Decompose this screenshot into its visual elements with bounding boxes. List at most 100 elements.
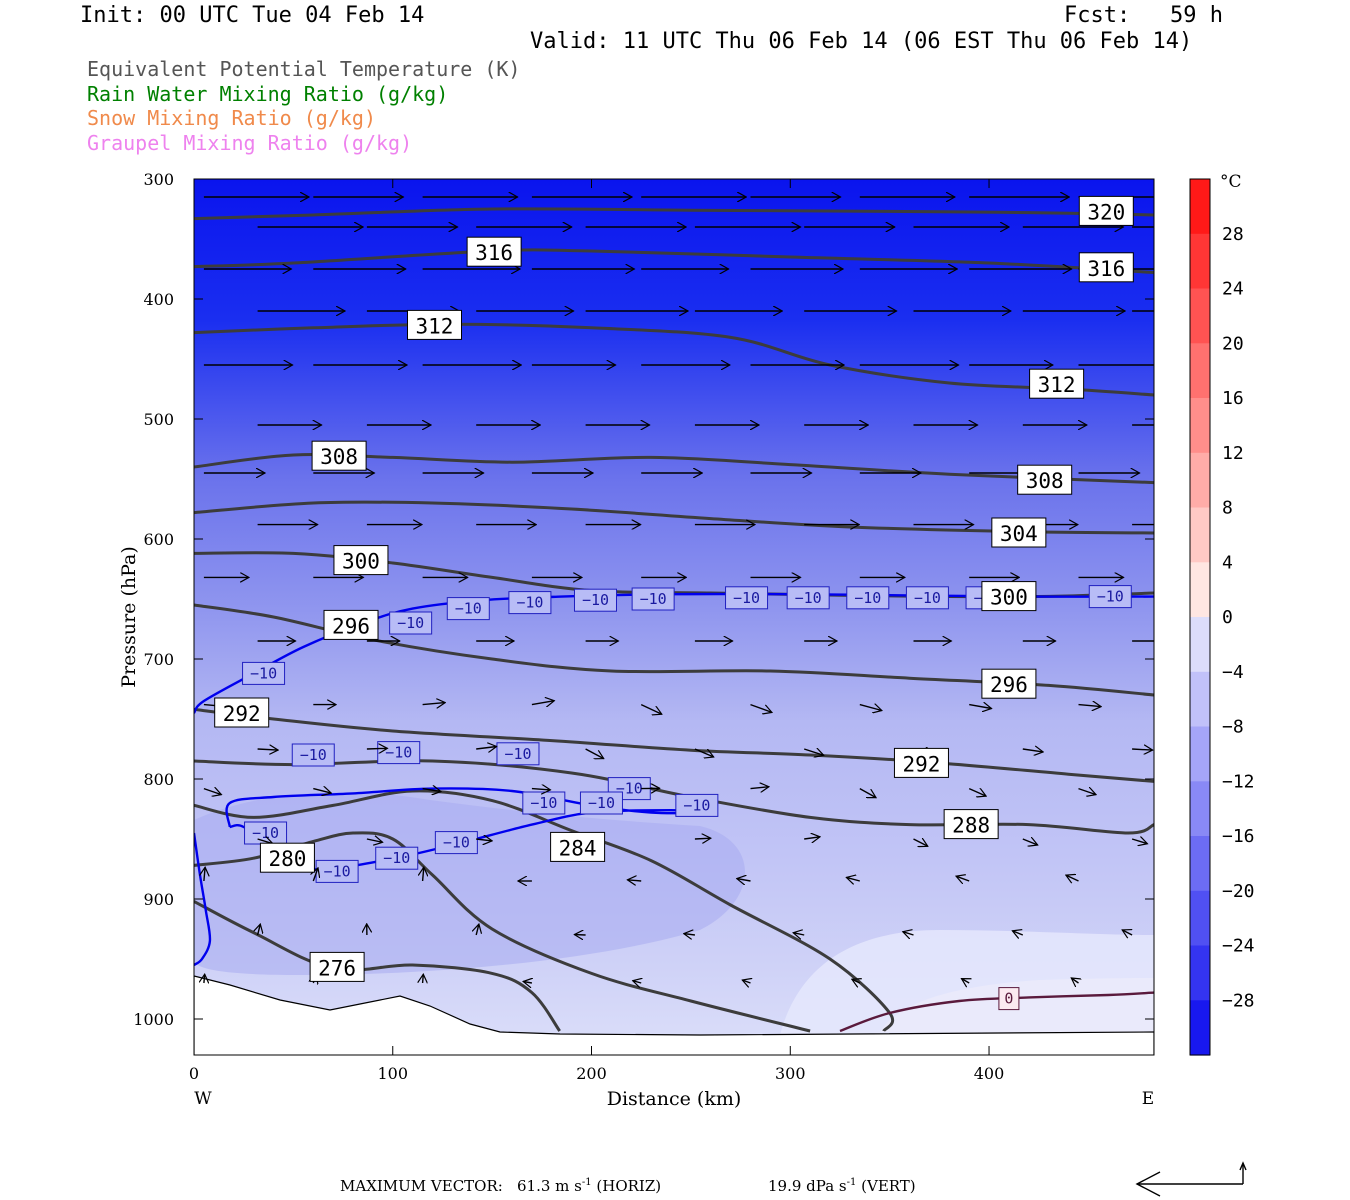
contour-label-box — [550, 831, 606, 862]
colorbar-bin — [1190, 179, 1210, 235]
isotherm-label: −10 — [455, 600, 482, 618]
west-label: W — [194, 1089, 212, 1109]
isotherm-label-box — [725, 586, 769, 610]
contour-label-box — [1078, 252, 1134, 283]
isotherm-label: −10 — [397, 614, 424, 632]
colorbar-bin — [1190, 945, 1210, 1001]
x-tick-label: 300 — [775, 1064, 806, 1083]
y-tick-label: 300 — [143, 170, 174, 189]
wind-vector — [962, 979, 970, 983]
wind-vector — [1012, 931, 1024, 935]
wind-vector — [204, 867, 205, 882]
contour-label: 316 — [1087, 257, 1125, 281]
isotherm-label: −10 — [588, 794, 615, 812]
contour-label-box — [981, 581, 1037, 612]
isotherm-label-box — [573, 588, 617, 612]
wind-vector — [1071, 978, 1078, 983]
colorbar-tick-label: 4 — [1222, 552, 1233, 573]
isotherm-label: −10 — [385, 744, 412, 762]
isotherm-label-box — [242, 661, 286, 685]
legend-rain: Rain Water Mixing Ratio (g/kg) — [87, 82, 449, 106]
contour-label-box — [466, 236, 522, 267]
isotherm-label: −10 — [914, 589, 941, 607]
contour-label: 316 — [475, 241, 513, 265]
contour-label: 312 — [416, 314, 454, 338]
colorbar-bin — [1190, 562, 1210, 618]
isotherm-label: −10 — [733, 589, 760, 607]
max-vector-label: MAXIMUM VECTOR: — [340, 1177, 503, 1195]
colorbar-bin — [1190, 890, 1210, 947]
wind-vector — [585, 748, 604, 759]
valid-time: Valid: 11 UTC Thu 06 Feb 14 (06 EST Thu … — [530, 29, 1193, 54]
colorbar-tick-label: −12 — [1222, 771, 1255, 792]
colorbar-tick-label: −20 — [1222, 881, 1255, 902]
wind-vector — [313, 789, 331, 794]
wind-vector — [956, 876, 970, 881]
contour-label-box — [214, 697, 270, 728]
theta-e-contour — [194, 207, 1154, 221]
colorbar-tick-label: −8 — [1222, 717, 1244, 738]
wind-vector — [1022, 839, 1038, 845]
contour-label: 308 — [320, 445, 358, 469]
contour-label: 276 — [318, 956, 356, 980]
contour-label-box — [311, 440, 367, 471]
isotherm-label: −10 — [250, 664, 277, 682]
plot-frame — [193, 178, 1155, 1056]
colorbar-tick-label: −4 — [1222, 662, 1244, 683]
wind-vector — [859, 705, 882, 711]
wind-vector — [750, 703, 772, 713]
contour-label-box — [1017, 464, 1073, 495]
contour-label-box — [893, 747, 949, 778]
plot-area: −10 −10 −10 −10 −10 −10 −10 −10 −10 −10 −10 −10 −10 −… — [194, 179, 1154, 1055]
isotherm-label-box — [631, 587, 675, 611]
y-tick-label: 800 — [143, 770, 174, 789]
contour-label: 312 — [1038, 373, 1076, 397]
colorbar-bin — [1190, 288, 1210, 344]
wind-vector — [750, 787, 769, 789]
x-tick-label: 0 — [189, 1064, 199, 1083]
y-tick-label: 1000 — [133, 1010, 174, 1029]
isotherm-label: −10 — [504, 745, 531, 763]
isotherm-label-box — [508, 591, 552, 615]
wind-vector — [633, 981, 642, 983]
colorbar-bin — [1190, 726, 1210, 782]
colorbar-tick-label: 16 — [1222, 388, 1244, 409]
wind-vector — [1078, 705, 1102, 707]
wind-vector — [903, 932, 914, 935]
wind-vector — [476, 839, 492, 841]
colorbar-tick-label: 20 — [1222, 333, 1244, 354]
vertical-arrowhead — [1239, 1161, 1247, 1171]
wind-vector — [366, 748, 388, 749]
wind-vector — [366, 839, 383, 842]
forecast-hour: Fcst: 59 h — [1064, 3, 1223, 28]
x-tick-label: 100 — [377, 1064, 408, 1083]
contour-label: 284 — [559, 836, 597, 860]
isotherm-label: −10 — [683, 796, 710, 814]
contour-label: 280 — [268, 847, 306, 871]
isotherm-label: −10 — [300, 746, 327, 764]
contour-label-box — [1078, 195, 1134, 226]
contour-label-box — [323, 609, 379, 640]
max-vert-vector: 19.9 dPa s-1 (VERT) — [768, 1177, 916, 1195]
isotherm-label-box — [446, 597, 490, 621]
isotherm-zero-label-box — [998, 987, 1020, 1011]
colorbar-bin — [1190, 398, 1210, 454]
wind-vector — [313, 868, 318, 882]
isotherm-label: −10 — [324, 862, 351, 880]
x-axis-label: Distance (km) — [607, 1088, 742, 1110]
isotherm-label-box — [434, 831, 478, 855]
contour-label: 288 — [952, 814, 990, 838]
wind-vector — [257, 749, 279, 750]
wind-vector — [422, 703, 446, 705]
colorbar-bin — [1190, 671, 1210, 728]
isotherm-label: −10 — [582, 591, 609, 609]
colorbar-tick-label: 24 — [1222, 279, 1244, 300]
colorbar-bin — [1190, 452, 1210, 509]
legend-snow: Snow Mixing Ratio (g/kg) — [87, 106, 376, 130]
colorbar-bin — [1190, 343, 1210, 399]
isotherm-label-box — [786, 586, 830, 610]
theta-e-contour — [194, 759, 1154, 835]
wind-vector — [476, 924, 479, 936]
wind-vector — [852, 979, 860, 983]
wind-vector — [531, 701, 554, 705]
